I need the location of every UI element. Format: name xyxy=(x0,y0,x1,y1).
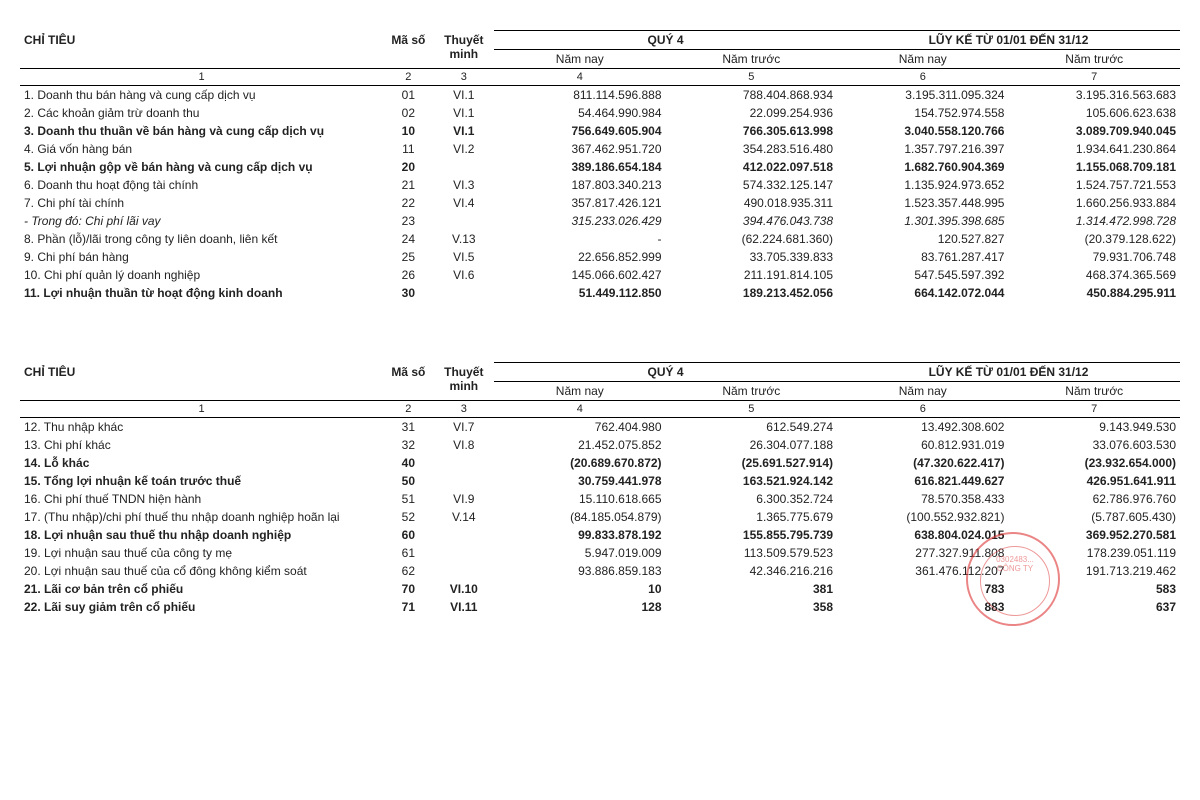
header-thuyetminh-2: Thuyết minh xyxy=(434,363,495,401)
table-row: 8. Phần (lỗ)/lãi trong công ty liên doan… xyxy=(20,230,1180,248)
table-row: 11. Lợi nhuận thuần từ hoạt động kinh do… xyxy=(20,284,1180,302)
table-row: 7. Chi phí tài chính22VI.4357.817.426.12… xyxy=(20,194,1180,212)
header-maso-2: Mã số xyxy=(383,363,433,401)
table-row: - Trong đó: Chi phí lãi vay23315.233.026… xyxy=(20,212,1180,230)
header-quy4-2: QUÝ 4 xyxy=(494,363,837,382)
header-row-top-2: CHỈ TIÊU Mã số Thuyết minh QUÝ 4 LŨY KẾ … xyxy=(20,363,1180,382)
header-namnay-1: Năm nay xyxy=(494,50,665,69)
header-chitieu: CHỈ TIÊU xyxy=(20,31,383,69)
table-row: 5. Lợi nhuận gộp về bán hàng và cung cấp… xyxy=(20,158,1180,176)
table-row: 1. Doanh thu bán hàng và cung cấp dịch v… xyxy=(20,86,1180,105)
table-row: 3. Doanh thu thuần về bán hàng và cung c… xyxy=(20,122,1180,140)
table-row: 21. Lãi cơ bản trên cổ phiếu70VI.1010381… xyxy=(20,580,1180,598)
header-thuyetminh: Thuyết minh xyxy=(434,31,495,69)
header-colnum-row: 1 2 3 4 5 6 7 xyxy=(20,69,1180,86)
header-row-top: CHỈ TIÊU Mã số Thuyết minh QUÝ 4 LŨY KẾ … xyxy=(20,31,1180,50)
header-namnay-2: Năm nay xyxy=(837,50,1008,69)
income-statement-table-1: CHỈ TIÊU Mã số Thuyết minh QUÝ 4 LŨY KẾ … xyxy=(20,30,1180,302)
table-row: 10. Chi phí quản lý doanh nghiệp26VI.614… xyxy=(20,266,1180,284)
table-row: 6. Doanh thu hoạt động tài chính21VI.318… xyxy=(20,176,1180,194)
income-statement-table-2: CHỈ TIÊU Mã số Thuyết minh QUÝ 4 LŨY KẾ … xyxy=(20,362,1180,616)
table-row: 15. Tổng lợi nhuận kế toán trước thuế503… xyxy=(20,472,1180,490)
header-quy4: QUÝ 4 xyxy=(494,31,837,50)
table-row: 17. (Thu nhập)/chi phí thuế thu nhập doa… xyxy=(20,508,1180,526)
table-row: 14. Lỗ khác40(20.689.670.872)(25.691.527… xyxy=(20,454,1180,472)
table-row: 2. Các khoản giảm trừ doanh thu02VI.154.… xyxy=(20,104,1180,122)
header-namtruoc-1: Năm trước xyxy=(666,50,837,69)
table-row: 9. Chi phí bán hàng25VI.522.656.852.9993… xyxy=(20,248,1180,266)
table-row: 19. Lợi nhuận sau thuế của công ty mẹ615… xyxy=(20,544,1180,562)
table-row: 22. Lãi suy giảm trên cổ phiếu71VI.11128… xyxy=(20,598,1180,616)
header-maso: Mã số xyxy=(383,31,433,69)
header-luyke-2: LŨY KẾ TỪ 01/01 ĐẾN 31/12 xyxy=(837,363,1180,382)
header-colnum-row-2: 1 2 3 4 5 6 7 xyxy=(20,401,1180,418)
header-namtruoc-2: Năm trước xyxy=(1008,50,1180,69)
table-row: 13. Chi phí khác32VI.821.452.075.85226.3… xyxy=(20,436,1180,454)
table-row: 12. Thu nhập khác31VI.7762.404.980612.54… xyxy=(20,418,1180,437)
table-row: 16. Chi phí thuế TNDN hiện hành51VI.915.… xyxy=(20,490,1180,508)
header-chitieu-2: CHỈ TIÊU xyxy=(20,363,383,401)
header-luyke: LŨY KẾ TỪ 01/01 ĐẾN 31/12 xyxy=(837,31,1180,50)
table-row: 20. Lợi nhuận sau thuế của cổ đông không… xyxy=(20,562,1180,580)
table-row: 4. Giá vốn hàng bán11VI.2367.462.951.720… xyxy=(20,140,1180,158)
table-row: 18. Lợi nhuận sau thuế thu nhập doanh ng… xyxy=(20,526,1180,544)
